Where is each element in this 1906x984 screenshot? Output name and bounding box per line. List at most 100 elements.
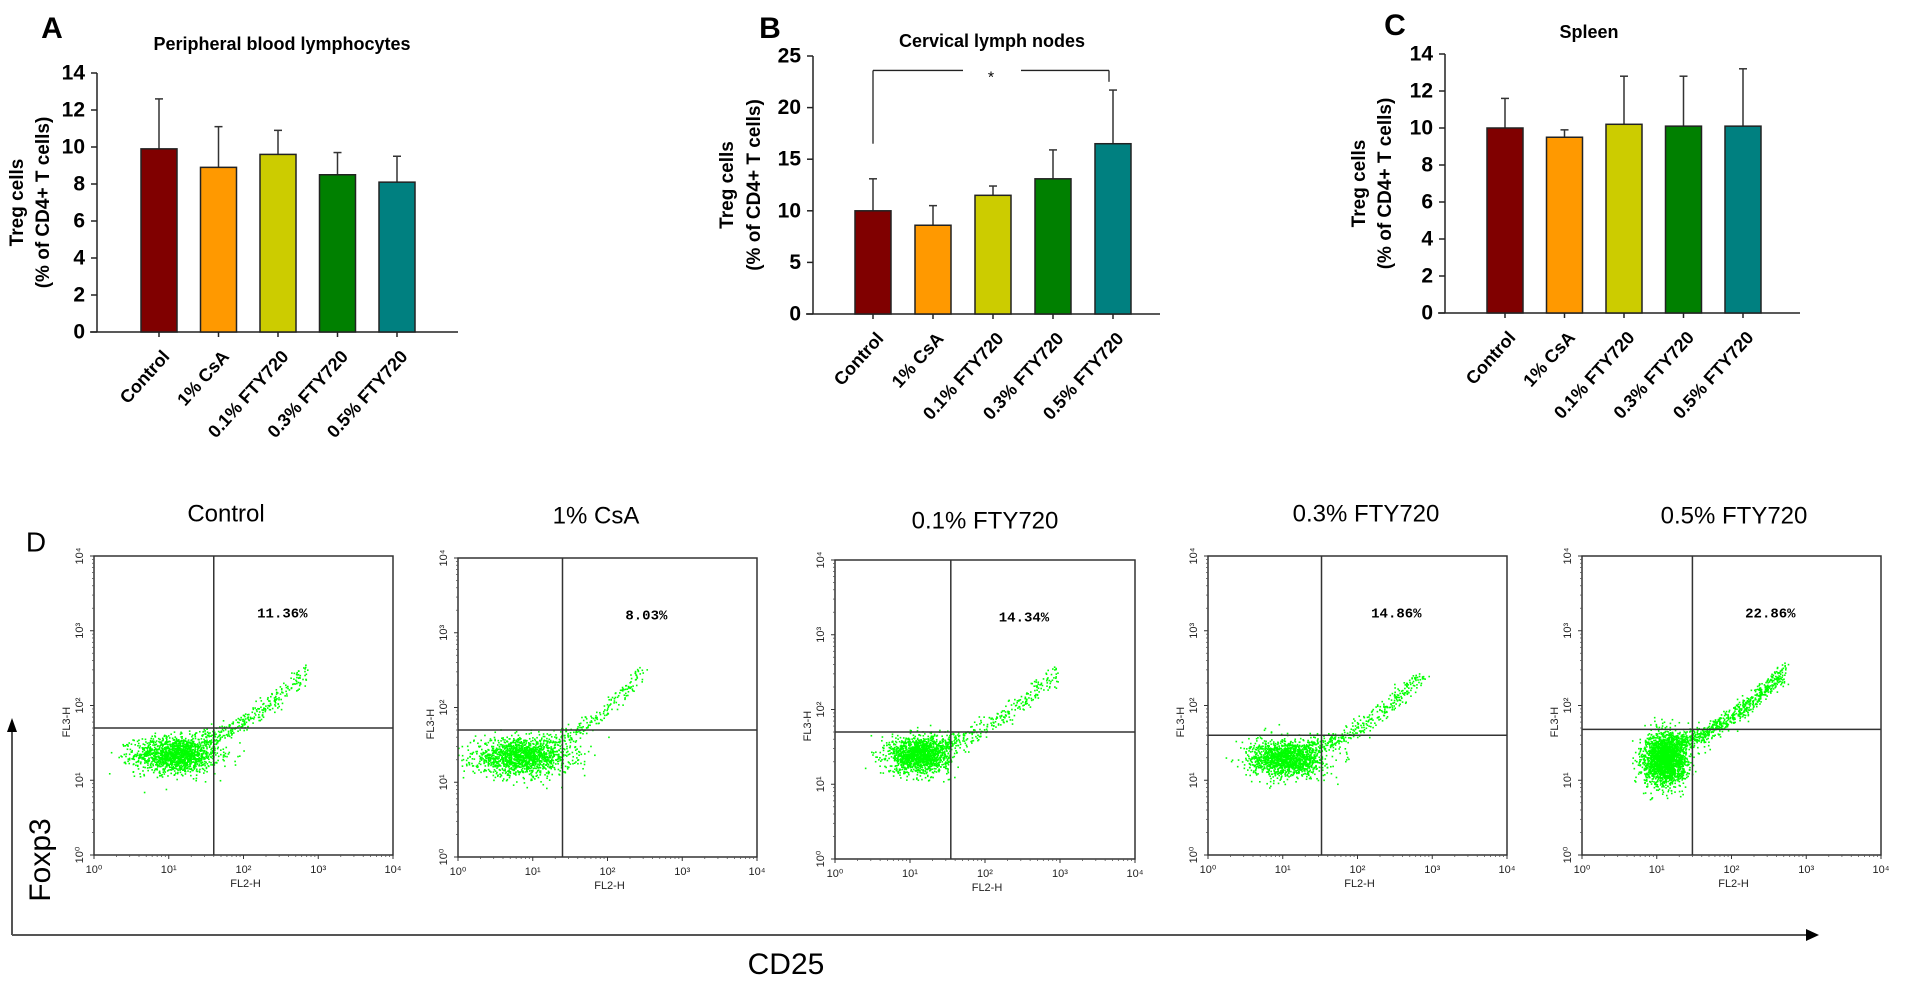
dot [243, 714, 245, 717]
dot [494, 764, 496, 766]
dot [499, 754, 501, 757]
dot-plot-title: 0.1% FTY720 [912, 507, 1059, 534]
dot [929, 758, 932, 761]
dot [205, 741, 208, 743]
dot [214, 735, 216, 737]
dot [183, 745, 186, 748]
dot [164, 753, 167, 756]
dot [241, 718, 243, 721]
dot [548, 766, 551, 769]
dot [531, 770, 534, 773]
dot [919, 771, 921, 774]
dot [243, 720, 246, 722]
dot [200, 764, 203, 767]
dot [212, 730, 214, 733]
dot [494, 750, 496, 752]
dot [531, 751, 533, 754]
dot [508, 743, 510, 745]
dot [526, 746, 528, 749]
dot [230, 736, 233, 739]
dot [918, 750, 921, 753]
dot [525, 761, 527, 764]
dot [539, 748, 542, 750]
dot [164, 766, 167, 768]
dot [908, 749, 910, 752]
dot [537, 754, 540, 757]
dot [535, 754, 538, 757]
dot [184, 758, 187, 760]
dot [541, 749, 543, 751]
dot [567, 750, 569, 753]
dot [518, 747, 521, 750]
dot [274, 696, 277, 699]
dot [161, 759, 164, 762]
dot [188, 748, 190, 750]
dot [173, 758, 175, 761]
dot [165, 752, 167, 755]
dot [899, 736, 902, 739]
dot [159, 757, 162, 759]
dot [243, 750, 245, 752]
dot [905, 746, 908, 749]
dot [509, 743, 512, 746]
dot [189, 755, 191, 757]
dot [132, 771, 135, 774]
dot [545, 764, 548, 767]
dot [182, 746, 185, 748]
dot [512, 747, 515, 750]
dot [136, 760, 139, 763]
dot [585, 716, 587, 719]
dot [526, 763, 528, 766]
dot [165, 741, 168, 744]
dot [928, 758, 930, 761]
dot [516, 752, 518, 755]
dot [216, 762, 218, 764]
dot [494, 757, 496, 760]
dot [943, 759, 945, 761]
dot [154, 741, 157, 744]
dot [902, 737, 905, 739]
dot [191, 750, 193, 752]
dot [918, 746, 921, 748]
dot [485, 759, 488, 762]
dot [607, 696, 610, 698]
dot [189, 742, 192, 744]
dot [579, 737, 582, 739]
dot [611, 708, 613, 711]
dot [158, 770, 161, 773]
dot [635, 674, 637, 676]
dot [884, 758, 886, 761]
dot [512, 752, 515, 754]
dot [510, 756, 512, 759]
dot [508, 753, 511, 755]
dot [192, 751, 194, 754]
dot [222, 756, 225, 758]
dot [883, 758, 886, 760]
dot [509, 752, 511, 754]
dot [583, 760, 586, 763]
dot [142, 748, 144, 751]
dot [522, 752, 525, 755]
dot [545, 739, 547, 742]
dot [463, 770, 466, 772]
dot [496, 753, 499, 756]
dot [161, 744, 164, 747]
dot [507, 765, 509, 767]
dot [187, 739, 190, 741]
panel-label: C [1384, 9, 1406, 42]
dot [517, 758, 520, 761]
dot [204, 744, 206, 746]
dot [911, 738, 913, 740]
dot [637, 670, 640, 672]
dot [953, 755, 956, 758]
dot [476, 750, 479, 753]
dot [938, 769, 941, 772]
dot [566, 745, 568, 748]
dot [936, 750, 939, 753]
dot [144, 746, 147, 749]
dot [467, 757, 469, 760]
dot [899, 771, 901, 774]
dot [519, 756, 521, 759]
dot [169, 743, 171, 746]
